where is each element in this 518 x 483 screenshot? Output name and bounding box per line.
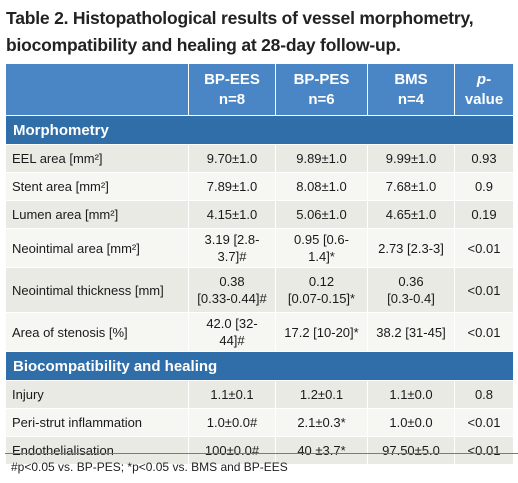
table-caption: Table 2. Histopathological results of ve… bbox=[6, 8, 474, 55]
header-p-value: p-value bbox=[454, 63, 514, 116]
table-row: Area of stenosis [%] 42.0 [32-44]# 17.2 … bbox=[5, 312, 514, 352]
header-empty bbox=[5, 63, 189, 116]
section-biocompatibility: Biocompatibility and healing bbox=[5, 351, 514, 381]
table-row: Peri-strut inflammation 1.0±0.0# 2.1±0.3… bbox=[5, 408, 514, 437]
table-row: Neointimal thickness [mm] 0.38 [0.33-0.44… bbox=[5, 267, 514, 313]
section-morphometry: Morphometry bbox=[5, 115, 514, 145]
table-row: Lumen area [mm²] 4.15±1.0 5.06±1.0 4.65±… bbox=[5, 200, 514, 229]
results-table: BP-EES n=8 BP-PES n=6 BMS n=4 p-value Morph… bbox=[5, 63, 514, 465]
header-bp-pes: BP-PES n=6 bbox=[275, 63, 368, 116]
table-row: Neointimal area [mm²] 3.19 [2.8-3.7]# 0.… bbox=[5, 228, 514, 268]
header-row: BP-EES n=8 BP-PES n=6 BMS n=4 p-value bbox=[5, 63, 514, 116]
table-row: Injury 1.1±0.1 1.2±0.1 1.1±0.0 0.8 bbox=[5, 380, 514, 409]
header-bms: BMS n=4 bbox=[367, 63, 455, 116]
table-row: Endothelialisation 100±0.0# 40 ±3.7* 97.… bbox=[5, 436, 514, 465]
table-row: EEL area [mm²] 9.70±1.0 9.89±1.0 9.99±1.… bbox=[5, 144, 514, 173]
header-bp-ees: BP-EES n=8 bbox=[188, 63, 276, 116]
table-footnote: #p<0.05 vs. BP-PES; *p<0.05 vs. BMS and … bbox=[5, 453, 518, 474]
table-row: Stent area [mm²] 7.89±1.0 8.08±1.0 7.68±… bbox=[5, 172, 514, 201]
